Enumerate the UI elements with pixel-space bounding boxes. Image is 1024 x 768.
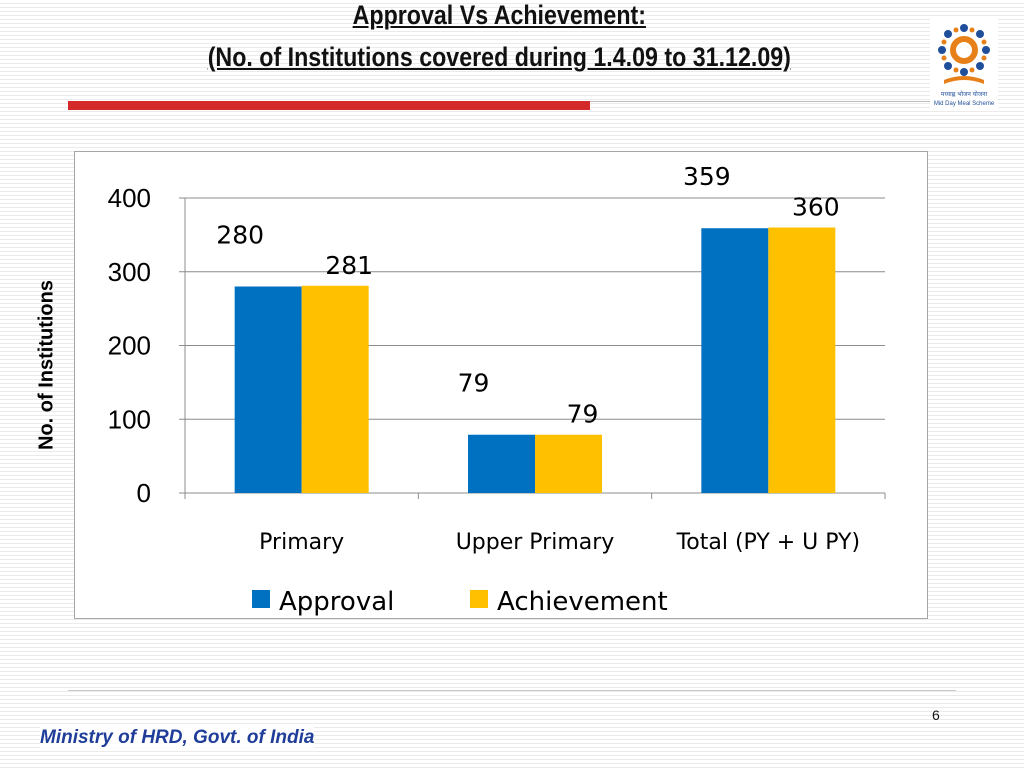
title-rule xyxy=(590,101,930,102)
y-tick-label: 200 xyxy=(108,331,151,361)
y-tick-label: 100 xyxy=(108,404,151,434)
data-label: 360 xyxy=(792,193,840,222)
bar-achievement xyxy=(768,227,836,493)
page-number: 6 xyxy=(932,707,940,723)
bar-achievement xyxy=(535,434,602,493)
bar-chart: 0 100 200 300 400 Primary 280 281 Upper Primary 7… xyxy=(108,162,886,617)
mid-day-meal-emblem-icon: मध्याह्न भोजन योजना Mid Day Meal Scheme xyxy=(934,24,995,107)
footer-text: Ministry of HRD, Govt. of India xyxy=(40,727,315,749)
legend-swatch-achievement xyxy=(470,590,488,608)
data-label: 359 xyxy=(683,162,731,191)
slide-title-line1: Approval Vs Achievement: xyxy=(352,0,646,30)
y-tick-label: 0 xyxy=(137,478,151,508)
y-tick-label: 300 xyxy=(108,257,151,287)
mid-day-meal-logo: मध्याह्न भोजन योजना Mid Day Meal Scheme xyxy=(930,18,998,110)
footer-rule xyxy=(68,690,956,691)
data-label: 79 xyxy=(458,369,490,398)
legend-label: Achievement xyxy=(497,587,668,617)
logo-english-text: Mid Day Meal Scheme xyxy=(934,101,995,107)
slide-title-line2: (No. of Institutions covered during 1.4.… xyxy=(207,42,791,72)
logo-hindi-text: मध्याह्न भोजन योजना xyxy=(941,90,988,98)
x-tick-label: Upper Primary xyxy=(456,530,615,555)
bar-achievement xyxy=(301,285,369,493)
x-tick-label: Primary xyxy=(259,530,344,555)
x-tick-label: Total (PY + U PY) xyxy=(676,530,861,555)
bar-approval xyxy=(468,434,535,493)
data-label: 79 xyxy=(567,400,599,429)
y-tick-label: 400 xyxy=(108,183,151,213)
legend-label: Approval xyxy=(279,587,394,617)
data-label: 280 xyxy=(216,221,264,250)
data-label: 281 xyxy=(325,251,373,280)
chart-area: 0 100 200 300 400 Primary 280 281 Upper Primary 7… xyxy=(74,151,928,619)
bar-approval xyxy=(701,228,769,494)
y-axis-label: No. of Institutions xyxy=(35,280,58,450)
title-accent-bar xyxy=(68,101,590,110)
bar-approval xyxy=(234,286,302,493)
legend-swatch-approval xyxy=(252,590,270,608)
